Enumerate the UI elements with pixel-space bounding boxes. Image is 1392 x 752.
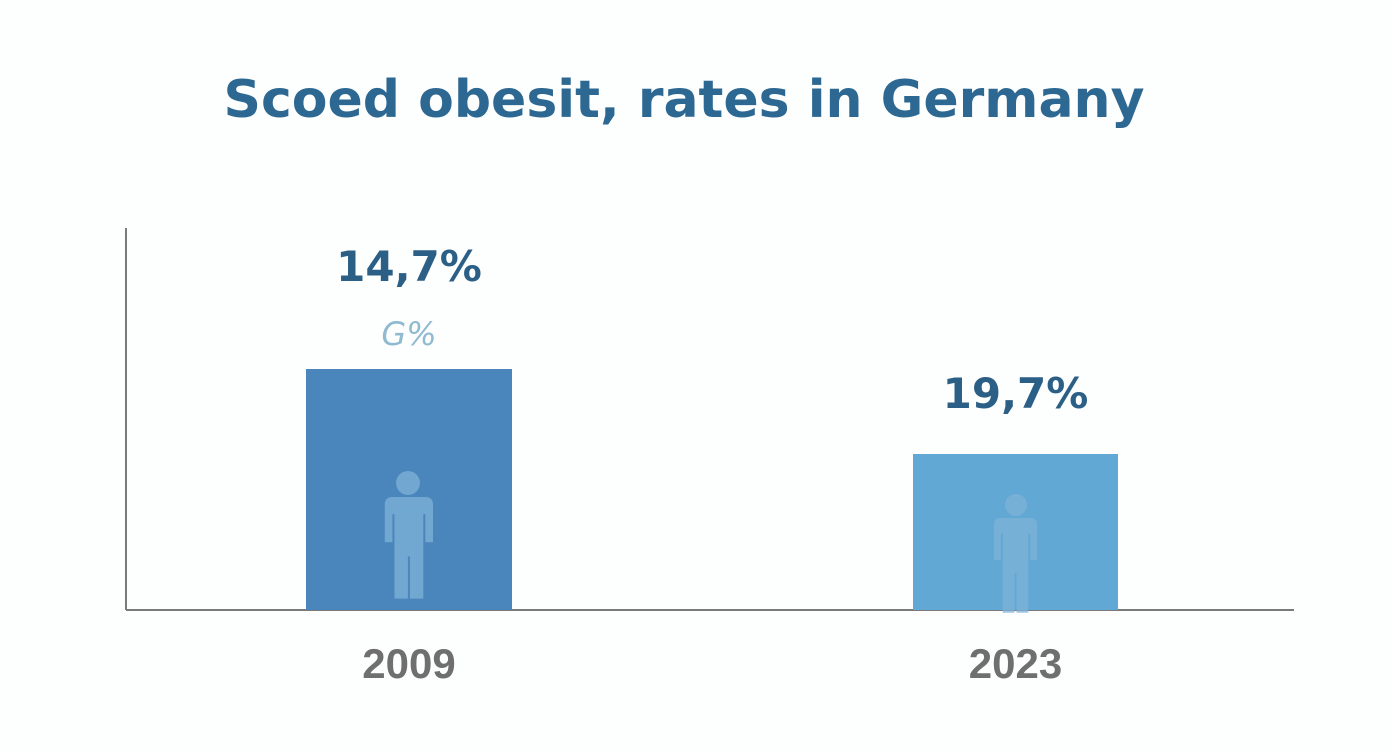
data-label-2009: 14,7% [336,242,482,291]
person-icon [384,471,433,599]
annotation-label: G% [381,315,436,353]
chart-title: Scoed obesit, rates in Germany [223,70,1145,130]
x-tick-label-2009: 2009 [362,640,455,687]
person-icon [994,494,1037,613]
x-tick-label-2023: 2023 [969,640,1062,687]
data-label-2023: 19,7% [943,369,1089,418]
